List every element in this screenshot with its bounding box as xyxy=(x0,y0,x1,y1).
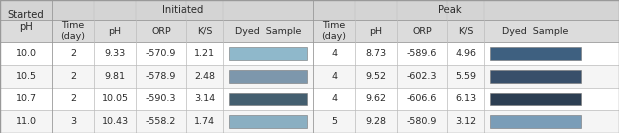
Bar xyxy=(229,92,307,105)
Text: Dyed  Sample: Dyed Sample xyxy=(502,26,569,36)
Bar xyxy=(0,110,619,133)
Text: 4: 4 xyxy=(331,49,337,58)
Text: 10.43: 10.43 xyxy=(102,117,129,126)
Text: Peak: Peak xyxy=(438,5,462,15)
Text: 2: 2 xyxy=(70,94,76,103)
Text: 2.48: 2.48 xyxy=(194,72,215,81)
Text: 3.12: 3.12 xyxy=(455,117,476,126)
Text: 2: 2 xyxy=(70,49,76,58)
Text: Time
(day): Time (day) xyxy=(61,21,85,41)
Bar xyxy=(229,115,307,128)
Bar xyxy=(490,115,581,128)
Bar xyxy=(229,70,307,82)
Text: Initiated: Initiated xyxy=(162,5,203,15)
Bar xyxy=(490,92,581,105)
Text: 8.73: 8.73 xyxy=(365,49,386,58)
Bar xyxy=(0,42,619,65)
Text: Dyed  Sample: Dyed Sample xyxy=(235,26,301,36)
Bar xyxy=(0,0,619,20)
Text: 1.74: 1.74 xyxy=(194,117,215,126)
Text: K/S: K/S xyxy=(197,26,212,36)
Text: 10.05: 10.05 xyxy=(102,94,129,103)
Bar xyxy=(490,70,581,82)
Text: 9.28: 9.28 xyxy=(365,117,386,126)
Text: -602.3: -602.3 xyxy=(407,72,437,81)
Text: -578.9: -578.9 xyxy=(146,72,176,81)
Text: 4: 4 xyxy=(331,72,337,81)
Text: -570.9: -570.9 xyxy=(146,49,176,58)
Text: 10.0: 10.0 xyxy=(15,49,37,58)
Text: pH: pH xyxy=(370,26,383,36)
Text: 2: 2 xyxy=(70,72,76,81)
Bar xyxy=(0,20,619,42)
Bar xyxy=(0,65,619,88)
Text: 9.52: 9.52 xyxy=(365,72,386,81)
Text: 4.96: 4.96 xyxy=(455,49,476,58)
Text: Time
(day): Time (day) xyxy=(321,21,347,41)
Text: -590.3: -590.3 xyxy=(145,94,176,103)
Text: 3: 3 xyxy=(70,117,76,126)
Text: 10.5: 10.5 xyxy=(15,72,37,81)
Text: 11.0: 11.0 xyxy=(15,117,37,126)
Bar xyxy=(229,47,307,60)
Text: ORP: ORP xyxy=(151,26,171,36)
Text: -606.6: -606.6 xyxy=(407,94,437,103)
Text: 4: 4 xyxy=(331,94,337,103)
Text: 1.21: 1.21 xyxy=(194,49,215,58)
Text: 3.14: 3.14 xyxy=(194,94,215,103)
Text: -589.6: -589.6 xyxy=(407,49,437,58)
Text: -558.2: -558.2 xyxy=(146,117,176,126)
Text: 9.33: 9.33 xyxy=(105,49,126,58)
Text: 6.13: 6.13 xyxy=(455,94,476,103)
Text: -580.9: -580.9 xyxy=(407,117,437,126)
Text: 9.81: 9.81 xyxy=(105,72,126,81)
Bar xyxy=(490,47,581,60)
Text: ORP: ORP xyxy=(412,26,432,36)
Text: Started
pH: Started pH xyxy=(7,10,45,32)
Bar xyxy=(0,88,619,110)
Text: pH: pH xyxy=(108,26,121,36)
Text: 10.7: 10.7 xyxy=(15,94,37,103)
Text: 5: 5 xyxy=(331,117,337,126)
Text: 5.59: 5.59 xyxy=(455,72,476,81)
Text: K/S: K/S xyxy=(458,26,473,36)
Text: 9.62: 9.62 xyxy=(365,94,386,103)
